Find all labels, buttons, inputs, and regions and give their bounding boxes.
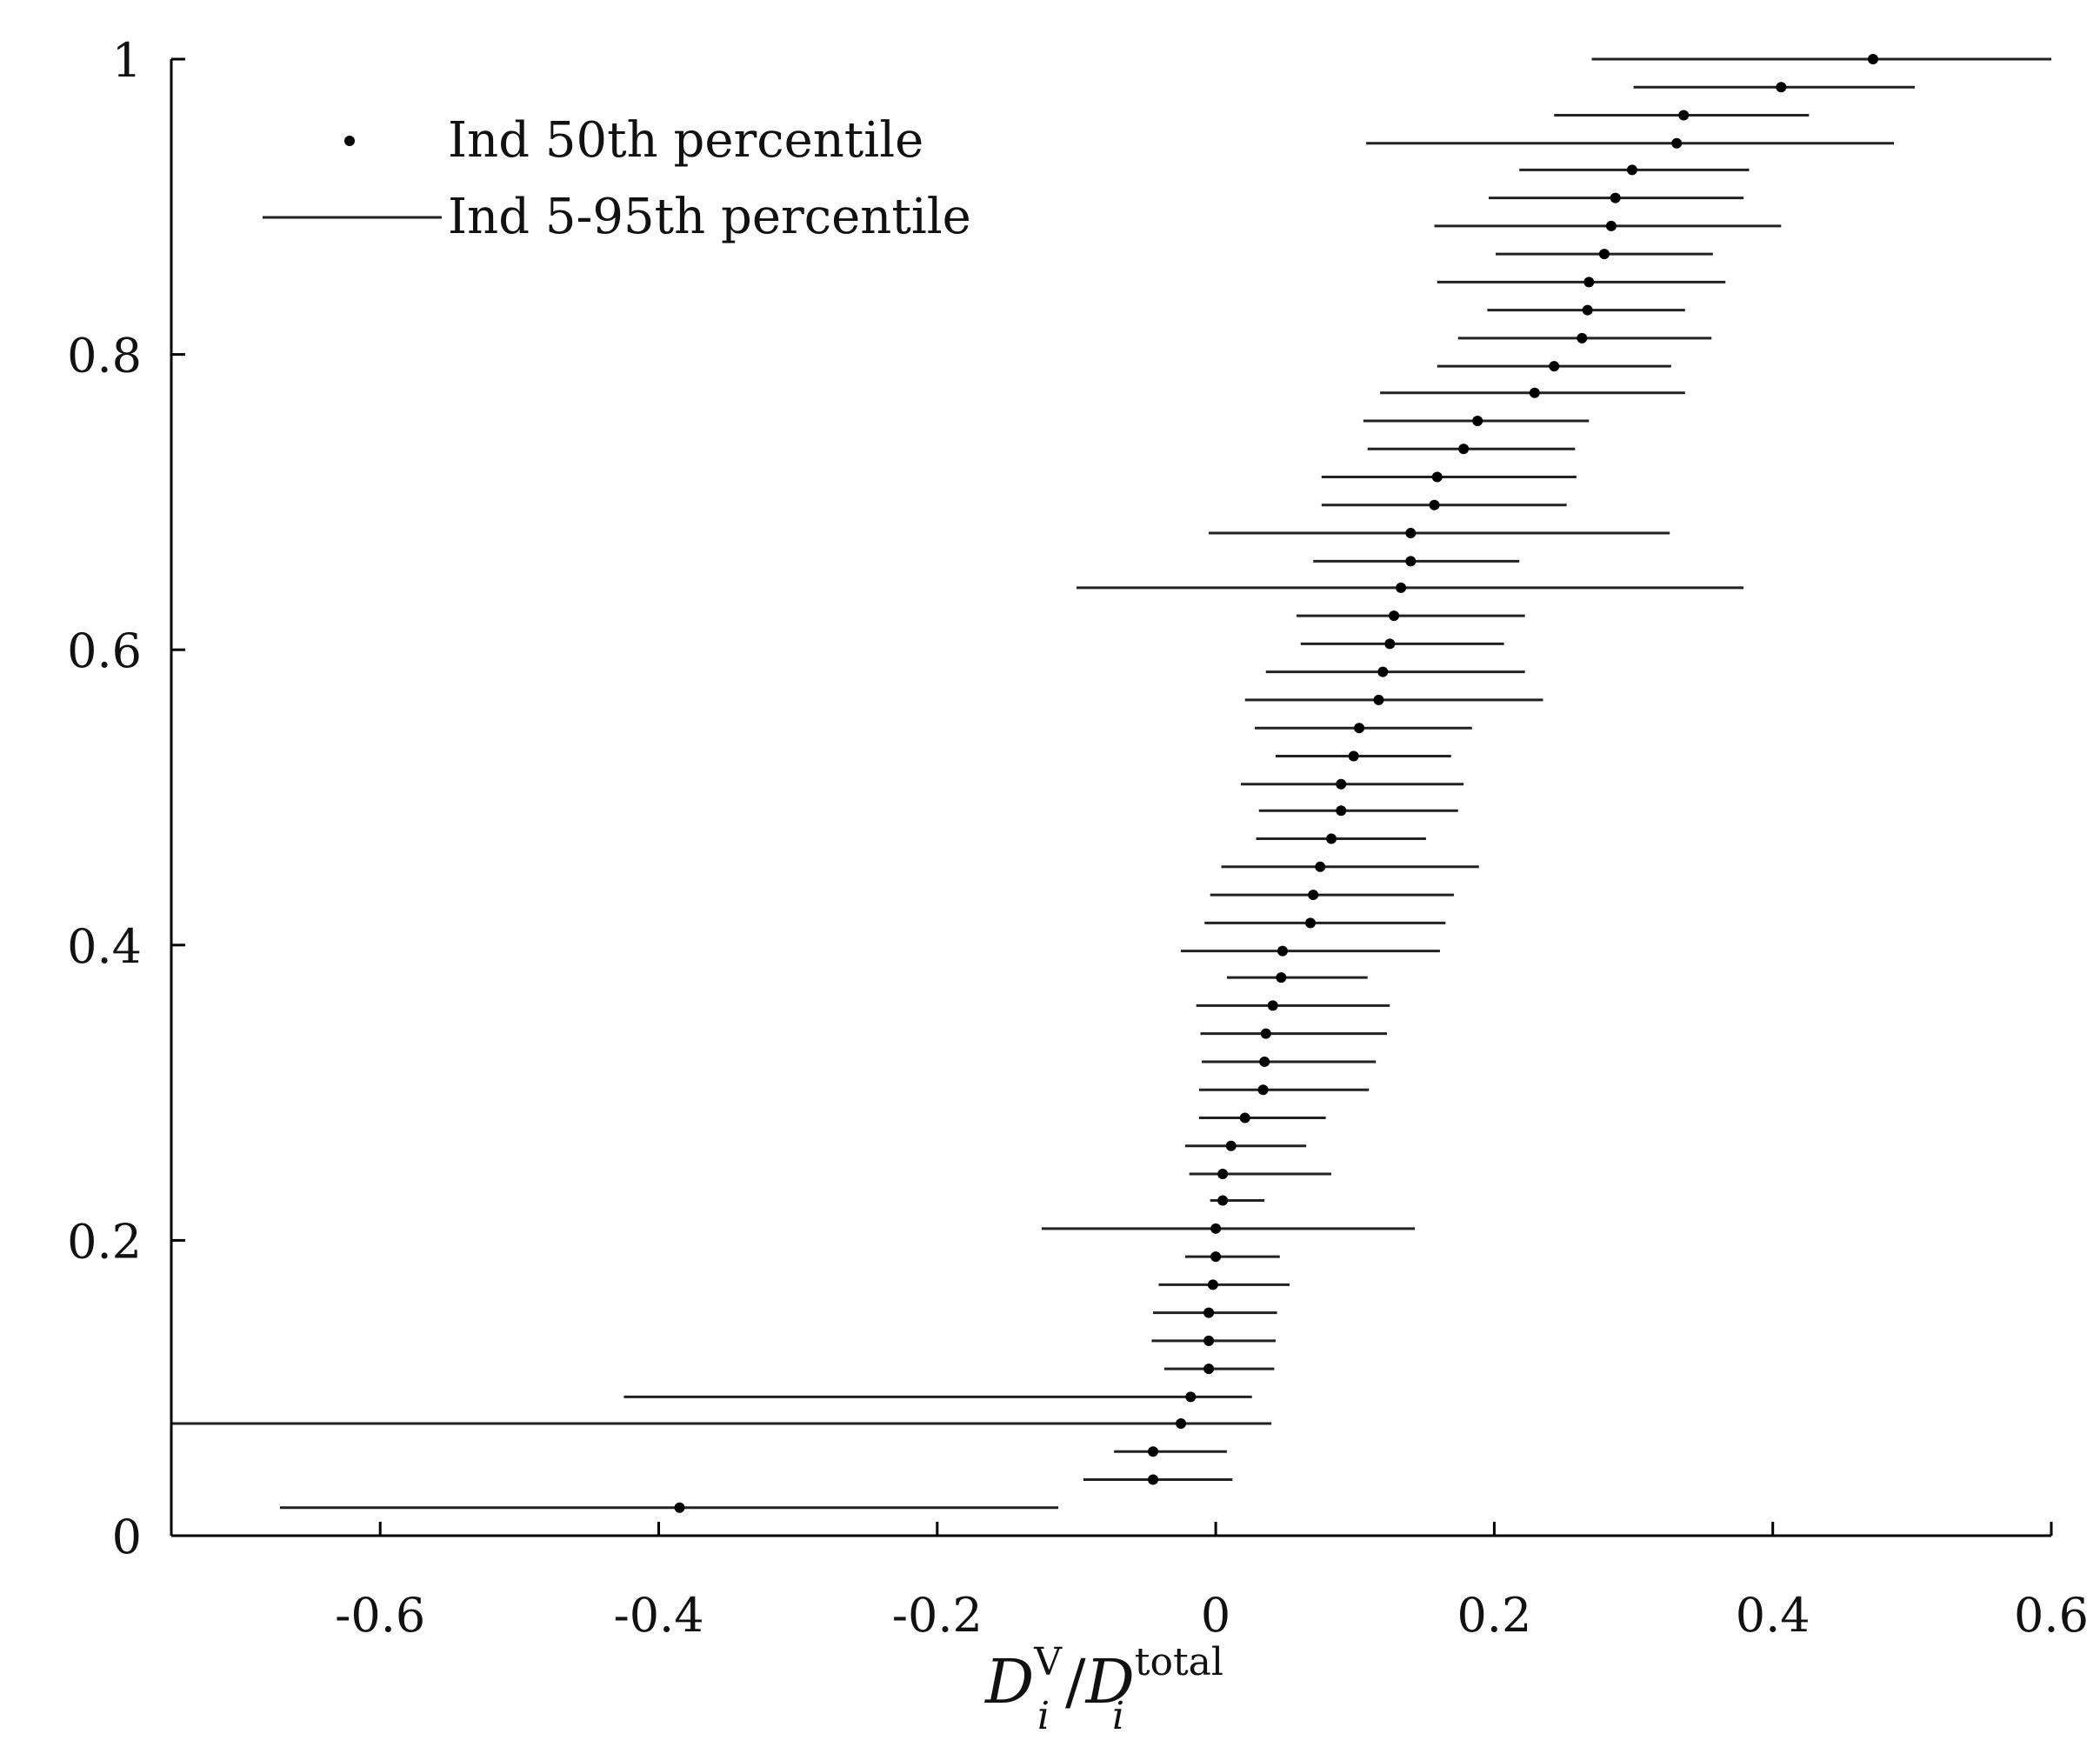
median-point: [1598, 249, 1610, 260]
x-tick-label: -0.4: [613, 1588, 703, 1643]
median-point: [1207, 1279, 1218, 1290]
median-point: [1868, 54, 1879, 64]
x-tick-label: 0.6: [2014, 1588, 2089, 1643]
x-tick-label: 0: [1201, 1588, 1230, 1643]
x-tick-label: -0.2: [892, 1588, 983, 1643]
median-point: [1336, 778, 1347, 790]
median-point: [1203, 1307, 1215, 1318]
median-point: [1217, 1195, 1229, 1206]
median-point: [1429, 499, 1440, 510]
x-label-sup-num: V: [1033, 1640, 1063, 1684]
median-point: [1308, 890, 1319, 901]
x-tick-label: 0.2: [1457, 1588, 1531, 1643]
median-point: [1529, 387, 1540, 398]
x-label-slash: /: [1065, 1646, 1086, 1717]
median-point: [1176, 1417, 1187, 1429]
x-label-sub-num: i: [1037, 1694, 1050, 1738]
median-point: [1305, 917, 1317, 929]
median-point: [1326, 833, 1337, 844]
median-point: [1185, 1391, 1197, 1403]
median-point: [1210, 1251, 1222, 1263]
median-point: [1384, 638, 1396, 650]
y-tick-label: 0.6: [67, 623, 142, 678]
median-point: [1583, 277, 1595, 288]
median-point: [1405, 528, 1417, 539]
median-point: [1276, 972, 1287, 984]
median-point: [1267, 1000, 1278, 1011]
median-point: [1203, 1364, 1215, 1375]
median-point: [1148, 1446, 1159, 1457]
median-point: [1260, 1028, 1271, 1039]
x-label-sup-den: total: [1135, 1640, 1223, 1684]
median-point: [1582, 304, 1593, 316]
median-point: [1217, 1168, 1229, 1179]
median-point: [1389, 610, 1400, 622]
x-axis-label: DV i/Dtotal i: [983, 1640, 1223, 1738]
median-point: [1225, 1140, 1237, 1151]
median-point: [1549, 361, 1560, 372]
median-point: [1431, 471, 1443, 483]
median-point: [674, 1502, 685, 1513]
y-ticks: 0 0.2 0.4 0.6 0.8 1: [67, 33, 185, 1564]
x-label-base: D: [983, 1646, 1034, 1717]
y-tick-label: 0.8: [67, 329, 142, 383]
y-tick-label: 0: [112, 1510, 142, 1564]
median-point: [1678, 110, 1690, 121]
median-point: [1259, 1056, 1270, 1067]
y-tick-label: 0.4: [67, 919, 142, 974]
x-tick-label: -0.6: [335, 1588, 425, 1643]
x-ticks: -0.6 -0.4 -0.2 0 0.2 0.4 0.6: [335, 1522, 2089, 1643]
median-point: [1776, 82, 1787, 93]
median-point: [1354, 723, 1365, 734]
median-point: [1577, 332, 1588, 343]
y-tick-label: 0.2: [67, 1214, 142, 1269]
median-point: [1396, 582, 1407, 593]
median-point: [1203, 1335, 1215, 1346]
median-point: [1671, 137, 1683, 149]
y-tick-label: 1: [112, 33, 142, 88]
median-point: [1210, 1223, 1222, 1234]
median-point: [1626, 164, 1637, 176]
median-point: [1605, 220, 1617, 231]
median-point: [1472, 416, 1483, 427]
median-point: [1315, 861, 1326, 872]
median-point: [1148, 1474, 1159, 1485]
x-label-sub-den: i: [1112, 1694, 1124, 1738]
x-label-base-den: D: [1084, 1646, 1135, 1717]
median-point: [1277, 945, 1288, 957]
data-layer: [171, 54, 2051, 1513]
median-point: [1610, 192, 1621, 203]
median-point: [1257, 1084, 1269, 1096]
median-point: [1336, 805, 1347, 817]
median-point: [1405, 556, 1417, 567]
x-tick-label: 0.4: [1736, 1588, 1810, 1643]
legend-dot-marker: [344, 136, 355, 146]
median-point: [1377, 666, 1389, 677]
legend-label-range: Ind 5-95th percentile: [448, 189, 971, 245]
median-point: [1458, 443, 1470, 455]
axes: -0.6 -0.4 -0.2 0 0.2 0.4 0.6 0 0.2 0.4 0.6 0.8 1: [67, 33, 2089, 1643]
median-point: [1239, 1112, 1250, 1124]
legend-label-median: Ind 50th percentile: [448, 112, 923, 169]
median-point: [1373, 694, 1384, 705]
median-point: [1348, 750, 1359, 762]
legend: Ind 50th percentile Ind 5-95th percentil…: [263, 112, 971, 245]
